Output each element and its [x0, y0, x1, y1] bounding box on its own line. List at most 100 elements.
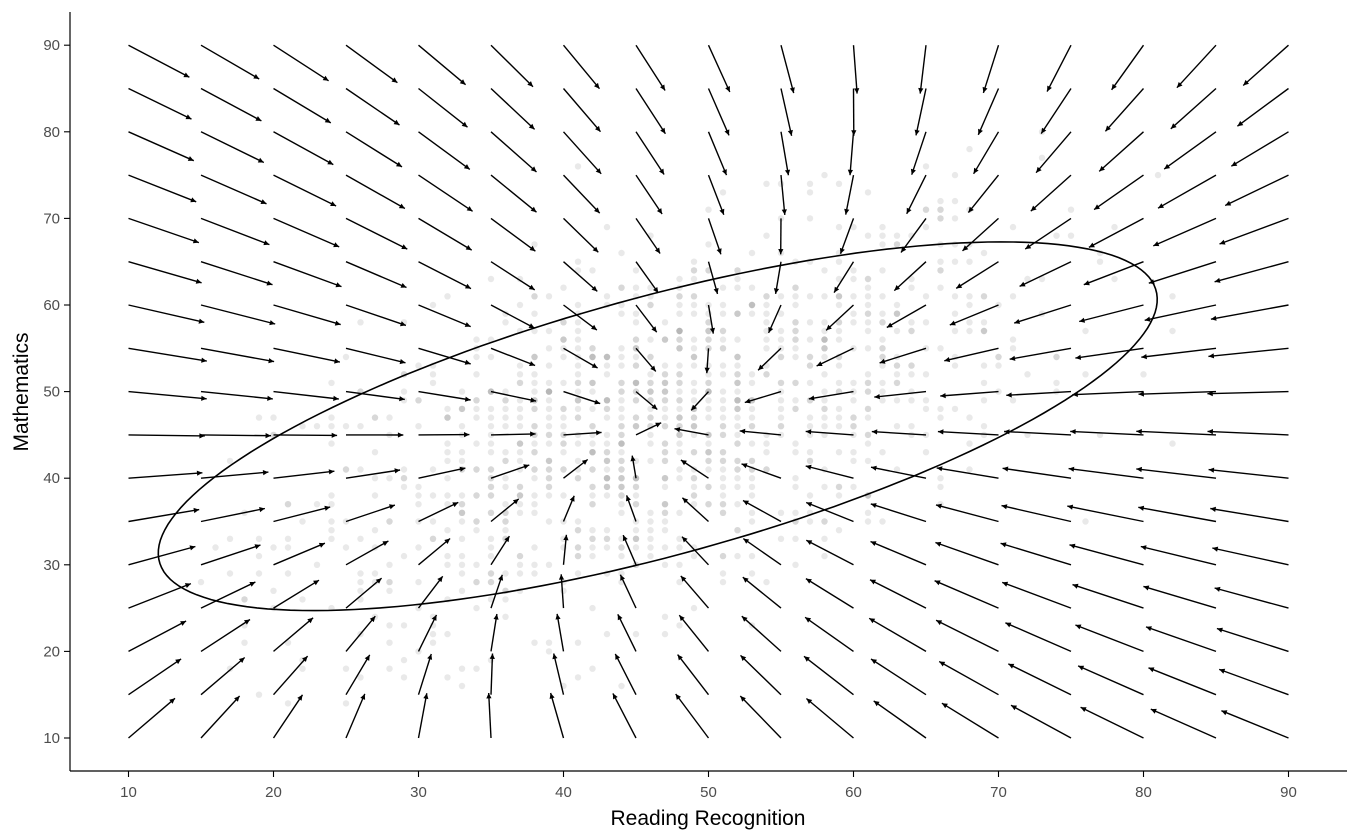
data-point [806, 492, 814, 499]
data-point [980, 293, 988, 300]
data-point [864, 431, 872, 439]
data-point [574, 345, 582, 352]
data-point [618, 379, 625, 387]
data-point [632, 423, 640, 430]
data-point [835, 379, 843, 387]
data-point [661, 509, 669, 516]
data-point [574, 414, 582, 421]
data-point [792, 284, 799, 291]
data-point [1082, 327, 1089, 335]
field-arrow [418, 131, 471, 170]
data-point [980, 397, 988, 404]
data-point [618, 423, 625, 430]
field-arrow [273, 44, 329, 82]
data-point [560, 423, 567, 430]
data-point [560, 284, 567, 291]
data-point [690, 431, 698, 439]
data-point [864, 509, 872, 516]
data-point [487, 483, 495, 491]
data-point [835, 336, 843, 343]
data-point [531, 293, 538, 300]
data-point [531, 353, 538, 361]
data-point [835, 327, 843, 335]
data-point [937, 197, 944, 205]
field-arrow [128, 217, 200, 244]
data-point [473, 518, 480, 525]
data-point [226, 457, 234, 465]
field-arrow [345, 432, 404, 438]
data-point [560, 379, 567, 387]
data-point [487, 414, 495, 421]
data-point [806, 319, 814, 326]
data-point [734, 466, 741, 473]
field-arrow [622, 534, 637, 566]
data-point [632, 336, 640, 343]
data-point [951, 171, 959, 179]
data-point [893, 423, 901, 430]
data-point [734, 475, 741, 482]
data-point [864, 379, 872, 387]
y-tick-label: 50 [43, 384, 60, 401]
data-point [734, 379, 741, 387]
data-point [647, 414, 654, 421]
data-point [850, 388, 857, 395]
y-tick-label: 90 [43, 37, 60, 54]
field-arrow [635, 304, 658, 333]
field-arrow [1219, 217, 1289, 245]
data-point [690, 604, 698, 612]
data-point [763, 371, 770, 378]
data-point [574, 301, 582, 309]
data-point [661, 475, 669, 482]
field-arrow [273, 87, 332, 124]
data-point [980, 423, 988, 430]
field-arrow [767, 304, 782, 334]
data-point [589, 483, 596, 491]
data-point [792, 509, 799, 516]
data-point [458, 405, 466, 413]
field-arrow [1006, 390, 1072, 398]
field-arrow [128, 174, 197, 203]
data-point [632, 336, 640, 343]
data-point [415, 501, 422, 508]
data-point [806, 414, 814, 421]
data-point [589, 423, 596, 430]
data-point [690, 275, 698, 283]
confidence-ellipse [157, 241, 1159, 612]
data-point [328, 440, 335, 447]
data-point [705, 327, 712, 335]
field-arrow [549, 692, 565, 739]
field-arrow [273, 505, 331, 523]
data-point [719, 552, 727, 560]
data-point [661, 527, 669, 534]
data-point [850, 414, 857, 421]
field-arrow [868, 617, 927, 653]
data-point [545, 475, 553, 482]
data-point [705, 319, 712, 326]
data-point [270, 587, 277, 594]
data-point [487, 353, 495, 361]
data-point [632, 535, 640, 542]
data-point [734, 397, 741, 404]
data-point [835, 405, 843, 413]
data-point [821, 483, 828, 491]
data-point [821, 405, 828, 413]
field-arrow [1148, 261, 1217, 285]
data-point [574, 570, 582, 577]
data-point [792, 284, 799, 291]
data-point [487, 570, 495, 577]
field-arrow [1138, 505, 1217, 523]
data-point [603, 353, 611, 361]
data-point [777, 388, 785, 395]
data-point [705, 501, 712, 508]
data-point [458, 388, 466, 395]
field-arrow [562, 495, 575, 522]
data-point [719, 431, 727, 439]
data-point [676, 371, 683, 378]
data-point [734, 310, 741, 317]
data-point [806, 457, 814, 465]
data-point [545, 466, 553, 473]
x-tick-label: 80 [1135, 784, 1152, 801]
data-point [589, 379, 596, 387]
data-point [545, 345, 553, 352]
y-tick: 70 [43, 210, 70, 227]
